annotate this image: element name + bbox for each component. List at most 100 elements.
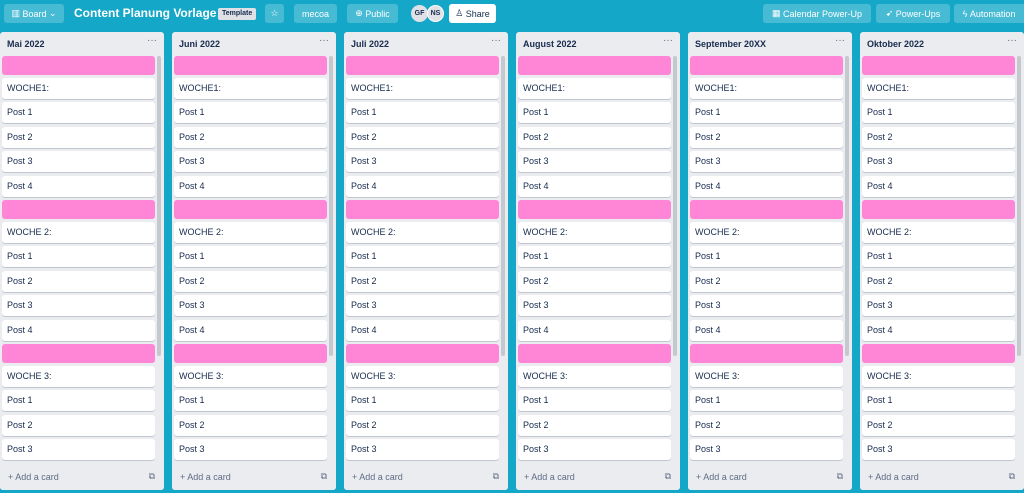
label-card[interactable]: [690, 344, 843, 363]
post-card[interactable]: Post 3: [690, 151, 843, 172]
post-card[interactable]: Post 4: [518, 175, 671, 197]
add-card-button[interactable]: + Add a card ⧉: [516, 466, 680, 490]
week-card[interactable]: WOCHE 3:: [346, 365, 499, 387]
post-card[interactable]: Post 1: [174, 246, 327, 267]
post-card[interactable]: Post 3: [174, 439, 327, 460]
post-card[interactable]: Post 1: [690, 246, 843, 267]
label-card[interactable]: [518, 56, 671, 75]
post-card[interactable]: Post 2: [346, 414, 499, 436]
add-card-button[interactable]: + Add a card ⧉: [344, 466, 508, 490]
workspace-button[interactable]: mecoa: [294, 4, 337, 23]
calendar-button[interactable]: ▦ Calendar Power-Up: [763, 4, 871, 23]
label-card[interactable]: [2, 56, 155, 75]
post-card[interactable]: Post 3: [518, 295, 671, 316]
post-card[interactable]: Post 3: [174, 151, 327, 172]
post-card[interactable]: Post 4: [862, 319, 1015, 341]
post-card[interactable]: Post 3: [2, 151, 155, 172]
list-title[interactable]: Mai 2022: [7, 39, 45, 49]
post-card[interactable]: Post 3: [690, 295, 843, 316]
post-card[interactable]: Post 4: [346, 319, 499, 341]
post-card[interactable]: Post 3: [862, 151, 1015, 172]
label-card[interactable]: [862, 344, 1015, 363]
avatar[interactable]: NS: [427, 5, 444, 22]
post-card[interactable]: Post 2: [174, 270, 327, 292]
post-card[interactable]: Post 1: [174, 390, 327, 411]
add-card-button[interactable]: + Add a card ⧉: [172, 466, 336, 490]
post-card[interactable]: Post 4: [346, 175, 499, 197]
post-card[interactable]: Post 3: [518, 439, 671, 460]
week-card[interactable]: WOCHE 2:: [862, 221, 1015, 243]
post-card[interactable]: Post 3: [346, 295, 499, 316]
post-card[interactable]: Post 3: [174, 295, 327, 316]
post-card[interactable]: Post 2: [690, 126, 843, 148]
template-icon[interactable]: ⧉: [836, 471, 843, 481]
post-card[interactable]: Post 2: [346, 126, 499, 148]
template-icon[interactable]: ⧉: [1008, 471, 1015, 481]
post-card[interactable]: Post 4: [690, 175, 843, 197]
post-card[interactable]: Post 4: [690, 319, 843, 341]
list-menu[interactable]: ···: [147, 35, 157, 46]
label-card[interactable]: [518, 200, 671, 219]
star-button[interactable]: ☆: [265, 4, 284, 23]
list-menu[interactable]: ···: [319, 35, 329, 46]
post-card[interactable]: Post 1: [518, 246, 671, 267]
week-card[interactable]: WOCHE 2:: [690, 221, 843, 243]
label-card[interactable]: [690, 200, 843, 219]
post-card[interactable]: Post 2: [2, 270, 155, 292]
label-card[interactable]: [174, 56, 327, 75]
label-card[interactable]: [690, 56, 843, 75]
week-card[interactable]: WOCHE1:: [174, 77, 327, 99]
post-card[interactable]: Post 4: [174, 175, 327, 197]
label-card[interactable]: [346, 200, 499, 219]
template-icon[interactable]: ⧉: [320, 471, 327, 481]
list-title[interactable]: September 20XX: [695, 39, 767, 49]
week-card[interactable]: WOCHE 3:: [862, 365, 1015, 387]
post-card[interactable]: Post 1: [690, 102, 843, 123]
list-title[interactable]: Oktober 2022: [867, 39, 925, 49]
post-card[interactable]: Post 4: [862, 175, 1015, 197]
week-card[interactable]: WOCHE 2:: [518, 221, 671, 243]
post-card[interactable]: Post 3: [690, 439, 843, 460]
template-icon[interactable]: ⧉: [492, 471, 499, 481]
add-card-button[interactable]: + Add a card ⧉: [688, 466, 852, 490]
post-card[interactable]: Post 1: [862, 102, 1015, 123]
post-card[interactable]: Post 3: [346, 439, 499, 460]
post-card[interactable]: Post 1: [690, 390, 843, 411]
post-card[interactable]: Post 2: [2, 414, 155, 436]
label-card[interactable]: [346, 56, 499, 75]
post-card[interactable]: Post 1: [862, 246, 1015, 267]
week-card[interactable]: WOCHE 3:: [690, 365, 843, 387]
post-card[interactable]: Post 2: [518, 126, 671, 148]
week-card[interactable]: WOCHE 2:: [346, 221, 499, 243]
post-card[interactable]: Post 1: [518, 102, 671, 123]
label-card[interactable]: [862, 200, 1015, 219]
list-title[interactable]: Juni 2022: [179, 39, 221, 49]
post-card[interactable]: Post 2: [174, 414, 327, 436]
week-card[interactable]: WOCHE1:: [690, 77, 843, 99]
list-menu[interactable]: ···: [1007, 35, 1017, 46]
post-card[interactable]: Post 1: [346, 102, 499, 123]
post-card[interactable]: Post 2: [862, 414, 1015, 436]
label-card[interactable]: [174, 200, 327, 219]
list-menu[interactable]: ···: [491, 35, 501, 46]
week-card[interactable]: WOCHE 3:: [518, 365, 671, 387]
power-ups-button[interactable]: ➹ Power-Ups: [876, 4, 950, 23]
post-card[interactable]: Post 1: [2, 246, 155, 267]
post-card[interactable]: Post 4: [174, 319, 327, 341]
post-card[interactable]: Post 3: [862, 439, 1015, 460]
list-menu[interactable]: ···: [835, 35, 845, 46]
post-card[interactable]: Post 2: [346, 270, 499, 292]
post-card[interactable]: Post 1: [862, 390, 1015, 411]
week-card[interactable]: WOCHE1:: [862, 77, 1015, 99]
week-card[interactable]: WOCHE 2:: [2, 221, 155, 243]
week-card[interactable]: WOCHE 3:: [174, 365, 327, 387]
label-card[interactable]: [2, 344, 155, 363]
post-card[interactable]: Post 1: [174, 102, 327, 123]
template-icon[interactable]: ⧉: [148, 471, 155, 481]
post-card[interactable]: Post 1: [2, 390, 155, 411]
week-card[interactable]: WOCHE 2:: [174, 221, 327, 243]
week-card[interactable]: WOCHE1:: [2, 77, 155, 99]
post-card[interactable]: Post 3: [346, 151, 499, 172]
post-card[interactable]: Post 3: [2, 439, 155, 460]
post-card[interactable]: Post 2: [690, 270, 843, 292]
